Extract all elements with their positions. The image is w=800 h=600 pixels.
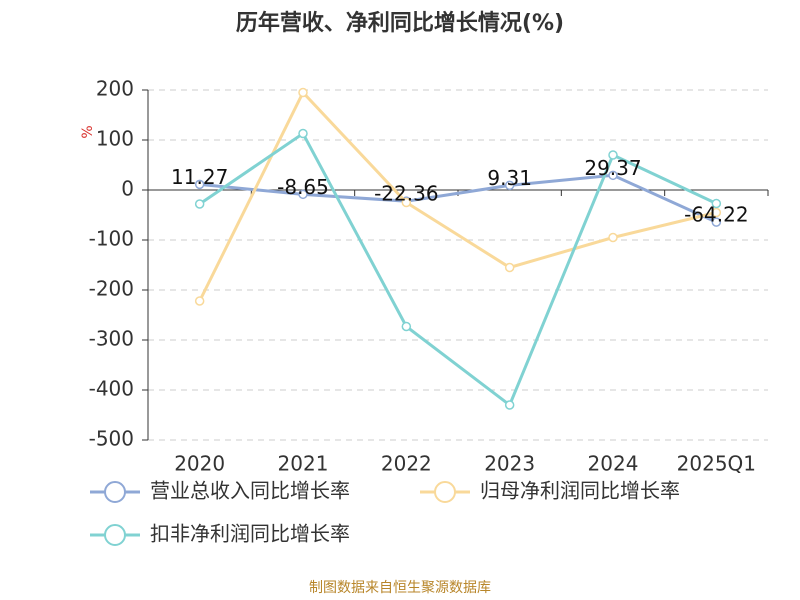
data-point (194, 296, 205, 306)
data-point (504, 262, 515, 273)
series-line (198, 89, 717, 302)
y-tick-label: 100 (96, 127, 134, 151)
data-label: 11.27 (171, 165, 228, 189)
y-tick-label: -300 (89, 327, 134, 351)
x-tick-label: 2020 (174, 452, 225, 476)
legend-label: 营业总收入同比增长率 (150, 479, 350, 503)
data-point (401, 321, 412, 332)
data-point (711, 217, 722, 227)
y-axis-label: % (80, 125, 96, 138)
series-line (198, 131, 717, 408)
data-label: 9.31 (487, 166, 532, 190)
x-tick-label: 2022 (381, 452, 432, 476)
y-tick-label: 200 (96, 77, 134, 101)
legend-marker (434, 481, 456, 503)
x-tick-label: 2021 (278, 452, 329, 476)
legend-marker (104, 524, 126, 546)
legend-label: 扣非净利润同比增长率 (150, 522, 350, 546)
data-label: -22.36 (374, 182, 438, 206)
data-label: 29.37 (584, 156, 641, 180)
data-point (401, 197, 412, 208)
y-tick-label: -100 (89, 227, 134, 251)
x-tick-label: 2025Q1 (677, 452, 756, 476)
source-note: 制图数据来自恒生聚源数据库 (309, 580, 491, 596)
data-point (504, 400, 515, 410)
data-point (608, 170, 618, 181)
data-point (504, 180, 515, 191)
y-tick-label: -400 (89, 377, 134, 401)
legend-label: 归母净利润同比增长率 (480, 479, 680, 503)
data-point (194, 179, 205, 190)
y-tick-label: -500 (89, 427, 134, 451)
data-label: -64.22 (684, 203, 748, 227)
x-tick-label: 2023 (484, 452, 535, 476)
data-point (298, 87, 308, 98)
x-tick-label: 2024 (588, 452, 639, 476)
data-point (298, 128, 308, 139)
series-line (199, 173, 717, 224)
data-point (298, 189, 308, 200)
data-point (608, 150, 618, 160)
y-tick-label: -200 (89, 277, 134, 301)
data-point (711, 198, 722, 209)
legend-marker (104, 481, 126, 503)
data-label: -8.65 (277, 175, 329, 199)
data-point (711, 207, 722, 218)
data-point (194, 199, 205, 209)
y-tick-label: 0 (121, 177, 134, 201)
chart-title: 历年营收、净利同比增长情况(%) (236, 10, 564, 36)
data-point (608, 232, 618, 243)
